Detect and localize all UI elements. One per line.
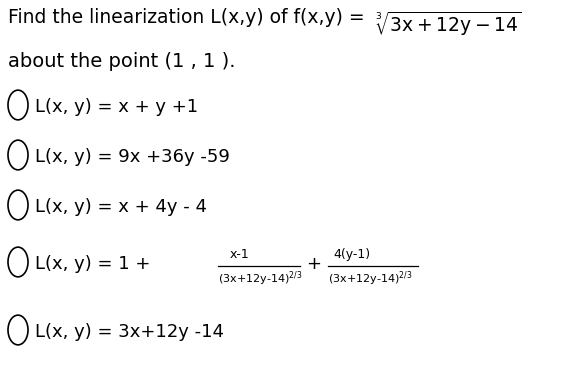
Text: Find the linearization L(x,y) of f(x,y) =: Find the linearization L(x,y) of f(x,y) … xyxy=(8,8,371,27)
Text: L(x, y) = x + y +1: L(x, y) = x + y +1 xyxy=(35,98,198,116)
Text: x-1: x-1 xyxy=(230,248,250,261)
Text: 4(y-1): 4(y-1) xyxy=(333,248,370,261)
Text: (3x+12y-14)$^{2/3}$: (3x+12y-14)$^{2/3}$ xyxy=(218,269,302,288)
Text: L(x, y) = 3x+12y -14: L(x, y) = 3x+12y -14 xyxy=(35,323,224,341)
Text: L(x, y) = 9x +36y -59: L(x, y) = 9x +36y -59 xyxy=(35,148,230,166)
Text: (3x+12y-14)$^{2/3}$: (3x+12y-14)$^{2/3}$ xyxy=(328,269,412,288)
Text: +: + xyxy=(306,255,321,273)
Text: L(x, y) = x + 4y - 4: L(x, y) = x + 4y - 4 xyxy=(35,198,207,216)
Text: L(x, y) = 1 +: L(x, y) = 1 + xyxy=(35,255,156,273)
Text: about the point (1 , 1 ).: about the point (1 , 1 ). xyxy=(8,52,236,71)
Text: $\sqrt[3]{\mathregular{3x + 12y -14}}$: $\sqrt[3]{\mathregular{3x + 12y -14}}$ xyxy=(375,10,522,38)
